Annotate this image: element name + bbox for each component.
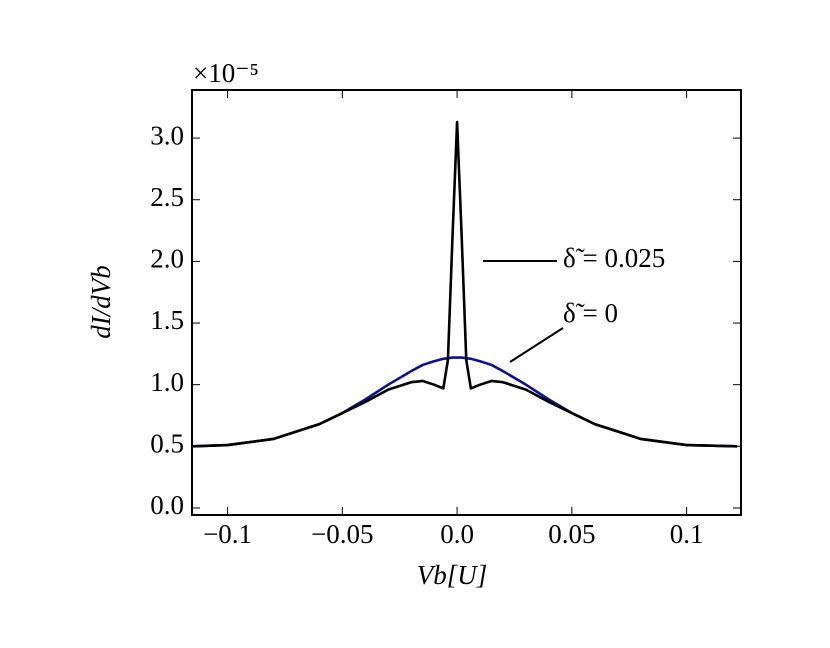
y-tick-label: 1.0 (150, 367, 184, 397)
y-tick-label: 2.5 (150, 182, 184, 212)
y-tick-label: 0.0 (150, 490, 184, 520)
plot-frame (191, 89, 742, 516)
x-tick-label: −0.05 (311, 519, 373, 549)
y-tick-label: 3.0 (150, 120, 184, 150)
line-series (193, 356, 738, 448)
y-tick-label: 2.0 (150, 244, 184, 274)
y-axis-label: dI/dVb (86, 265, 116, 339)
annotation: δ̃ = 0 (563, 298, 618, 328)
x-tick-label: 0.0 (440, 519, 474, 549)
annotation: δ̃ = 0.025 (563, 243, 665, 273)
y-multiplier: ×10⁻⁵ (193, 58, 259, 88)
line-series (193, 120, 738, 448)
annotation-arrow (509, 327, 564, 363)
y-tick-label: 0.5 (150, 429, 184, 459)
x-tick-label: 0.05 (548, 519, 595, 549)
y-tick-label: 1.5 (150, 305, 184, 335)
x-tick-label: 0.1 (670, 519, 704, 549)
x-axis-label: Vb[U] (417, 560, 488, 590)
x-tick-label: −0.1 (203, 519, 252, 549)
